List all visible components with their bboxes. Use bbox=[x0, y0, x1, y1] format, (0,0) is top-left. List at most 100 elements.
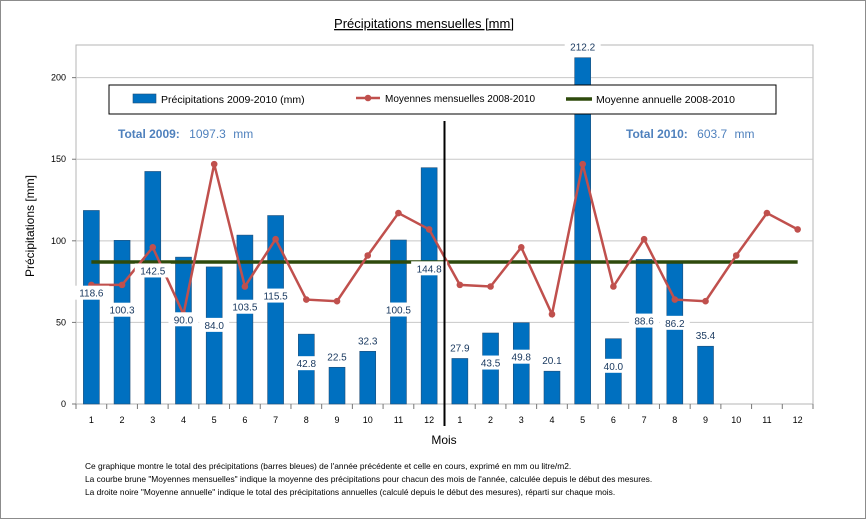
x-tick-label: 12 bbox=[793, 415, 803, 425]
bar-data-label-bg bbox=[475, 355, 506, 370]
bar-data-label-text: 144.8 bbox=[417, 264, 442, 275]
bar bbox=[328, 366, 346, 405]
bar-data-label-bg bbox=[322, 349, 353, 364]
x-tick-label: 3 bbox=[519, 415, 524, 425]
x-tick-label: 2 bbox=[488, 415, 493, 425]
bar-data-label: 90.0 bbox=[168, 312, 199, 327]
y-axis-label: Précipitations [mm] bbox=[23, 175, 37, 277]
bar-data-label: 22.5 bbox=[322, 349, 353, 364]
bar bbox=[113, 240, 131, 405]
x-tick-label: 7 bbox=[273, 415, 278, 425]
chart-title: Précipitations mensuelles [mm] bbox=[334, 16, 514, 31]
legend-bar-swatch bbox=[132, 93, 157, 104]
bar-data-label-bg bbox=[536, 353, 567, 368]
total-2010-label: Total 2010: bbox=[626, 127, 688, 141]
x-tick-label: 11 bbox=[762, 415, 771, 425]
bar bbox=[420, 167, 438, 405]
bar bbox=[175, 256, 192, 405]
monthly-average-point bbox=[763, 209, 771, 217]
total-2009-label: Total 2009: bbox=[118, 127, 180, 141]
bar-data-label: 43.5 bbox=[475, 355, 506, 370]
bar-data-label: 20.1 bbox=[536, 353, 567, 368]
note-line-2: La courbe brune "Moyennes mensuelles" in… bbox=[85, 474, 653, 484]
x-tick-label: 10 bbox=[363, 415, 373, 425]
monthly-average-point bbox=[272, 235, 279, 243]
x-tick-label: 4 bbox=[181, 415, 186, 425]
total-2010-unit: mm bbox=[735, 127, 755, 141]
bar-data-label-text: 20.1 bbox=[542, 356, 562, 367]
bar-data-label: 144.8 bbox=[411, 261, 448, 276]
x-tick-label: 1 bbox=[89, 415, 94, 425]
bar-data-label-bg bbox=[291, 356, 322, 371]
monthly-average-point bbox=[579, 160, 586, 168]
monthly-average-point bbox=[610, 283, 617, 290]
x-tick-label: 9 bbox=[335, 415, 340, 425]
bar-data-label: 32.3 bbox=[352, 333, 383, 348]
total-2010-value: 603.7 bbox=[697, 127, 727, 141]
bar-data-label: 103.5 bbox=[226, 299, 263, 314]
total-2010: Total 2010: 603.7 mm bbox=[626, 127, 755, 141]
bar-data-label-bg bbox=[352, 333, 383, 348]
total-2009-value: 1097.3 bbox=[189, 127, 226, 141]
x-tick-label: 10 bbox=[731, 415, 741, 425]
bar-data-label-bg bbox=[629, 313, 660, 328]
bar-data-label-bg bbox=[598, 358, 629, 373]
monthly-average-point bbox=[364, 252, 372, 259]
x-tick-label: 12 bbox=[424, 415, 434, 425]
monthly-average-point bbox=[425, 226, 433, 233]
x-tick-label: 5 bbox=[580, 415, 585, 425]
x-tick-label: 11 bbox=[394, 415, 403, 425]
y-tick-label: 50 bbox=[56, 317, 66, 327]
chart-legend: Précipitations 2009-2010 (mm) Moyennes m… bbox=[108, 84, 777, 115]
bar-data-label-bg bbox=[104, 302, 141, 317]
monthly-average-point bbox=[333, 297, 341, 305]
monthly-average-point bbox=[702, 297, 709, 305]
x-tick-label: 8 bbox=[304, 415, 309, 425]
bar-data-label: 142.5 bbox=[134, 263, 171, 278]
bar-data-label-text: 115.5 bbox=[263, 292, 288, 303]
bar bbox=[359, 350, 377, 405]
bar-data-label: 49.8 bbox=[506, 349, 537, 364]
bar-data-label: 84.0 bbox=[199, 317, 230, 332]
bar-data-label-bg bbox=[73, 285, 110, 300]
x-tick-label: 8 bbox=[672, 415, 677, 425]
y-axis-ticks: 0 50 100 150 200 bbox=[51, 73, 76, 409]
x-tick-label: 5 bbox=[212, 415, 217, 425]
bar-data-label-text: 86.2 bbox=[665, 319, 685, 330]
bar-data-label-bg bbox=[659, 315, 690, 330]
bar-data-label-bg bbox=[444, 340, 475, 355]
bar-data-label-text: 90.0 bbox=[174, 315, 194, 326]
bar-data-label-text: 27.9 bbox=[450, 343, 470, 354]
monthly-average-point bbox=[548, 310, 556, 318]
bar-data-label-bg bbox=[564, 39, 601, 54]
monthly-average-point bbox=[732, 252, 740, 259]
bar-data-label-text: 118.6 bbox=[79, 289, 104, 300]
bar-data-label-text: 49.8 bbox=[512, 353, 532, 364]
bar-data-label: 27.9 bbox=[444, 340, 475, 355]
monthly-average-point bbox=[794, 226, 801, 233]
bar-data-label-text: 212.2 bbox=[570, 43, 595, 54]
bar-data-label: 42.8 bbox=[291, 356, 322, 371]
monthly-average-point bbox=[118, 281, 126, 289]
bar-data-label-text: 35.4 bbox=[696, 331, 716, 342]
bar-data-label-text: 84.0 bbox=[204, 321, 224, 332]
legend-annual-label: Moyenne annuelle 2008-2010 bbox=[596, 94, 735, 106]
bar bbox=[144, 171, 162, 405]
x-tick-label: 6 bbox=[611, 415, 616, 425]
x-axis-ticks: 1 2 3 4 5 6 7 8 9 10 11 12 1 2 3 4 5 6 7 8 9 10 11 12 bbox=[75, 404, 814, 425]
monthly-average-point bbox=[241, 283, 249, 290]
bar-data-label-bg bbox=[226, 299, 263, 314]
bar-data-label-bg bbox=[257, 288, 294, 303]
bar bbox=[697, 345, 714, 405]
x-tick-label: 2 bbox=[120, 415, 125, 425]
x-tick-label: 3 bbox=[150, 415, 155, 425]
bar-data-label-bg bbox=[199, 317, 230, 332]
legend-box bbox=[108, 84, 777, 115]
bar bbox=[390, 239, 407, 405]
y-tick-label: 0 bbox=[61, 399, 66, 409]
monthly-average-point bbox=[303, 296, 310, 303]
bar-data-label: 40.0 bbox=[598, 358, 629, 373]
bar-data-label-text: 142.5 bbox=[140, 266, 165, 277]
bar-data-label: 35.4 bbox=[690, 328, 721, 343]
